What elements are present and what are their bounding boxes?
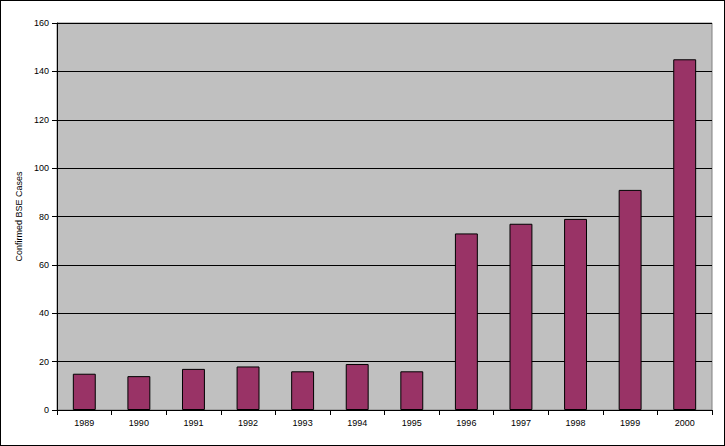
svg-text:140: 140 [34,66,49,76]
svg-text:1989: 1989 [74,418,94,428]
svg-text:20: 20 [39,357,49,367]
svg-text:1996: 1996 [456,418,476,428]
svg-text:2000: 2000 [675,418,695,428]
svg-text:1999: 1999 [620,418,640,428]
svg-text:1994: 1994 [347,418,367,428]
svg-text:1991: 1991 [183,418,203,428]
svg-text:1990: 1990 [129,418,149,428]
svg-text:1993: 1993 [293,418,313,428]
svg-text:0: 0 [44,405,49,415]
svg-text:1998: 1998 [566,418,586,428]
svg-text:160: 160 [34,18,49,28]
svg-text:1992: 1992 [238,418,258,428]
svg-text:100: 100 [34,163,49,173]
svg-text:60: 60 [39,260,49,270]
svg-text:40: 40 [39,308,49,318]
svg-text:1995: 1995 [402,418,422,428]
svg-text:1997: 1997 [511,418,531,428]
svg-text:80: 80 [39,212,49,222]
svg-text:120: 120 [34,115,49,125]
svg-text:Confirmed BSE Cases: Confirmed BSE Cases [14,171,24,262]
